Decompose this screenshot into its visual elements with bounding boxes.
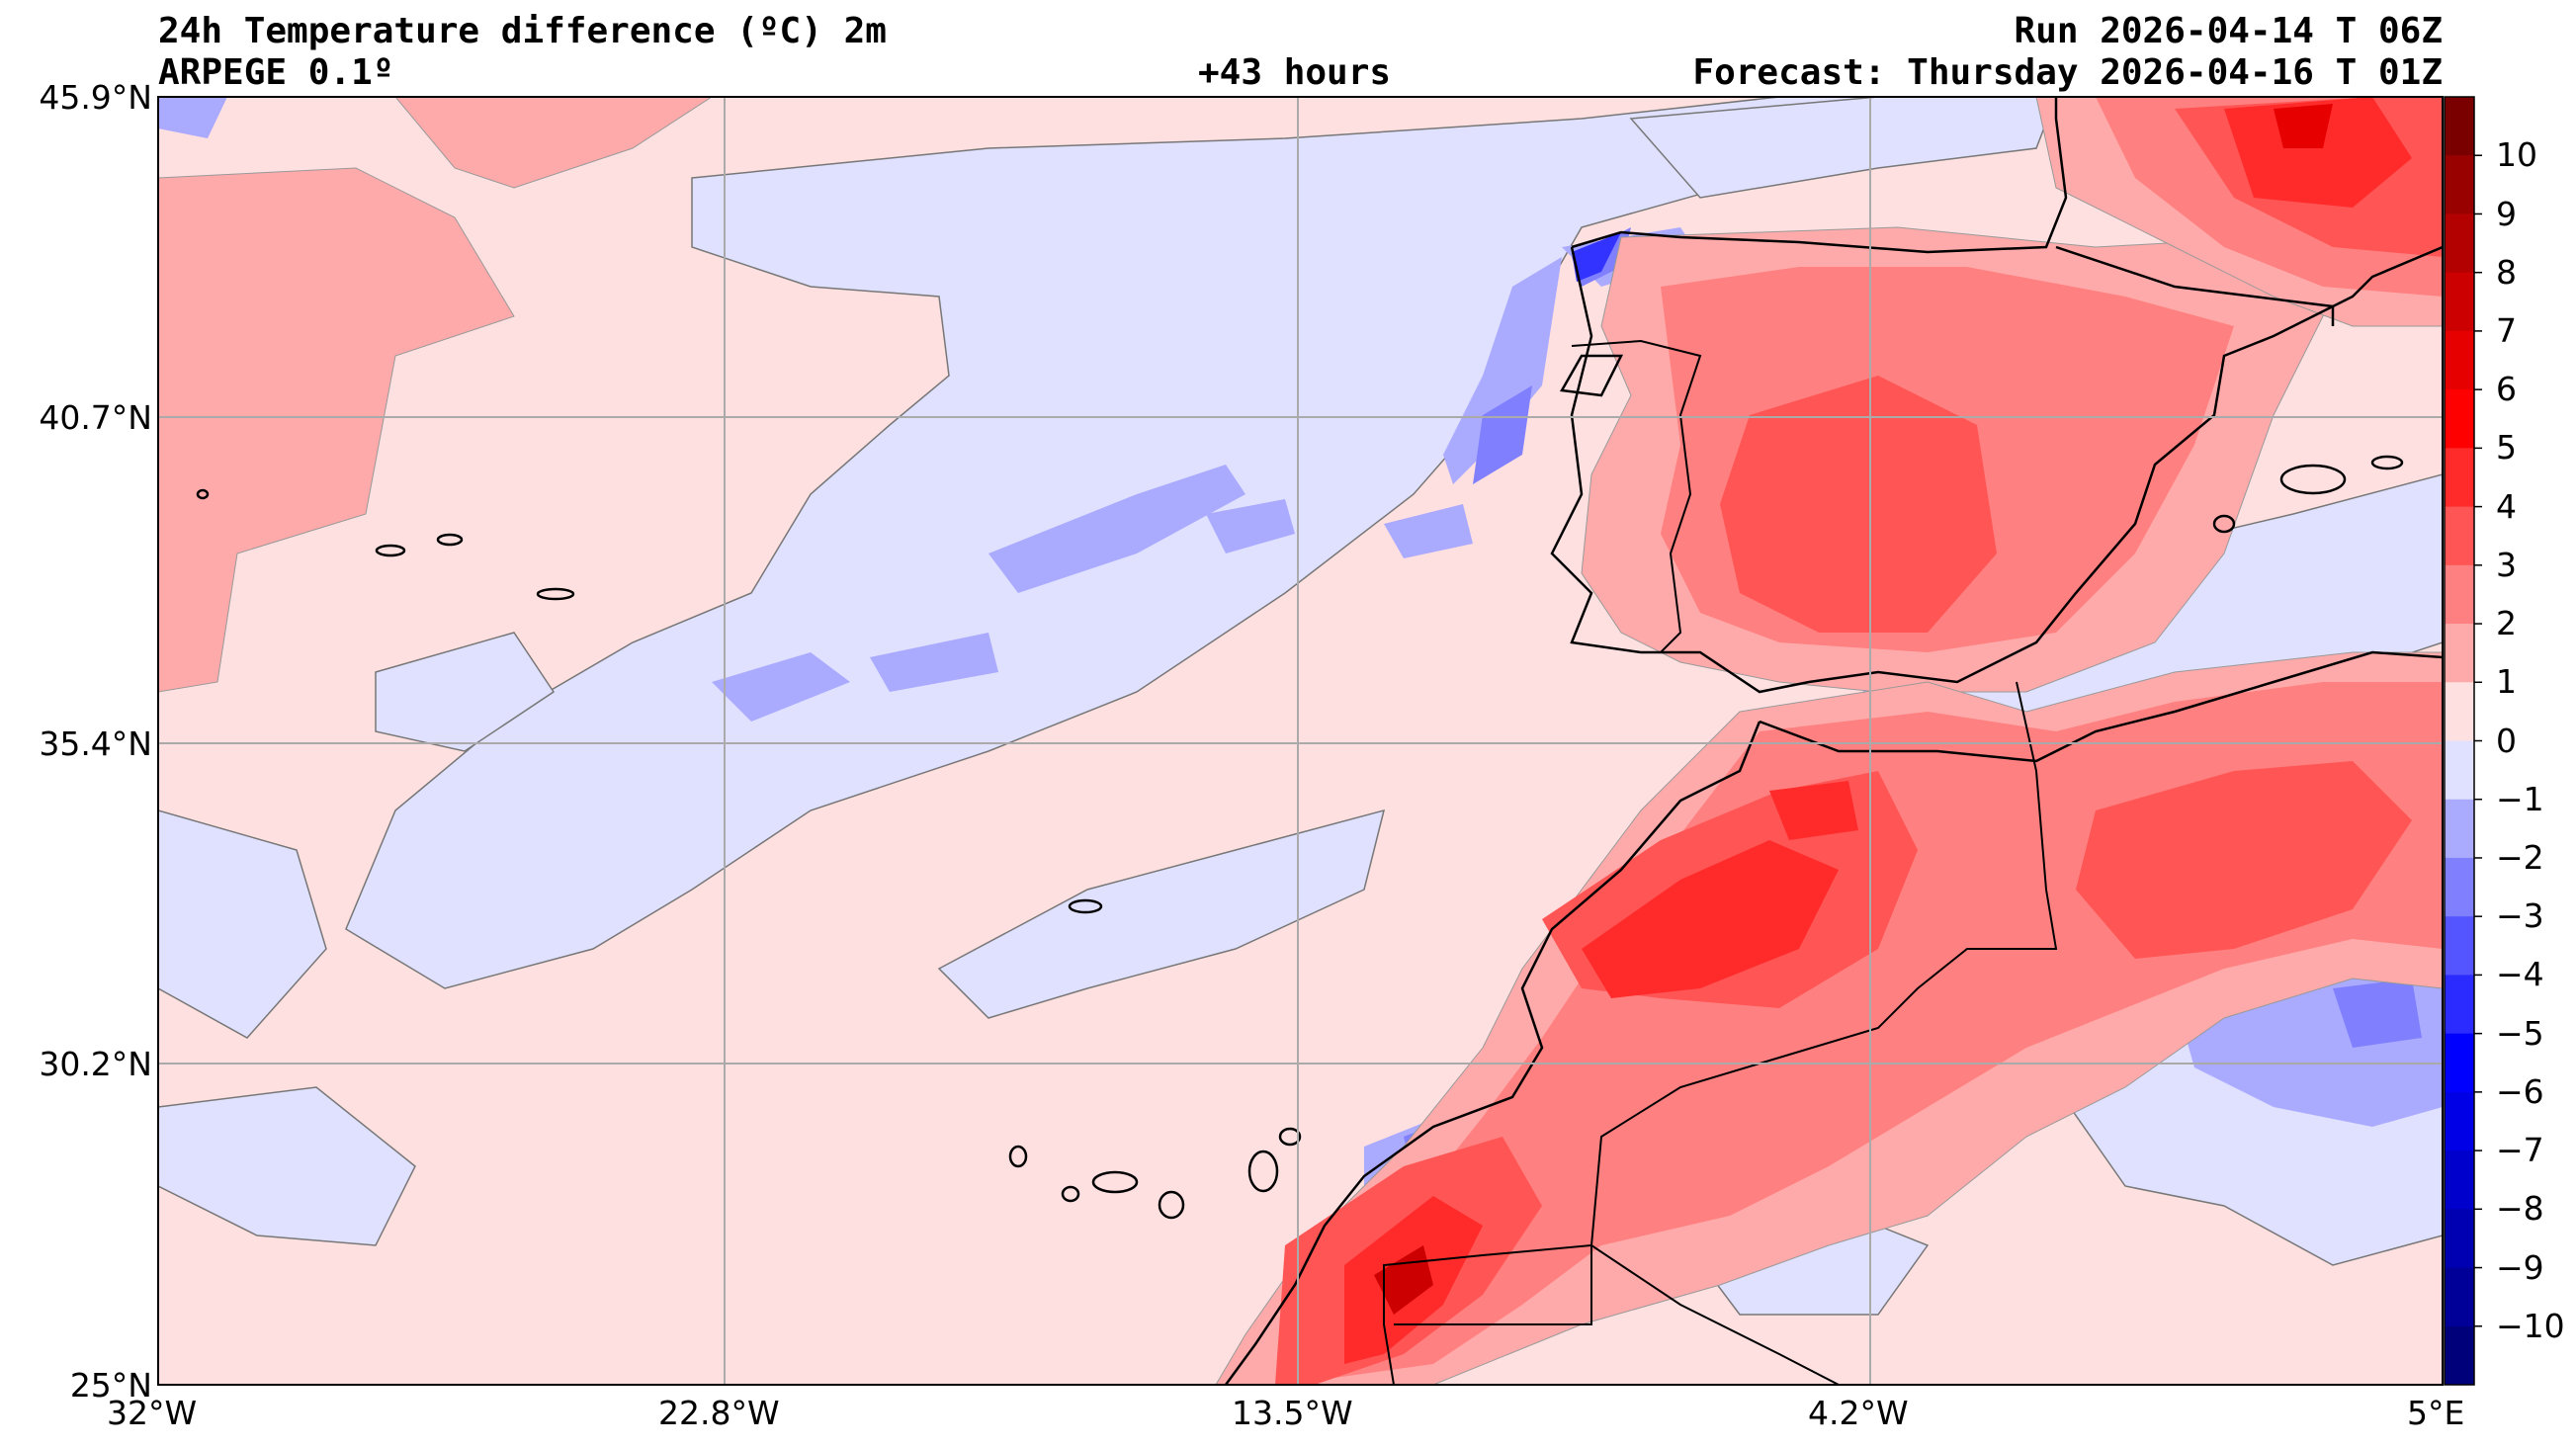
colorbar-tick-label: −5 — [2496, 1013, 2544, 1053]
colorbar-tick-label: −3 — [2496, 896, 2544, 936]
colorbar-frame — [2444, 96, 2475, 1386]
lead-time-label: +43 hours — [1198, 52, 1392, 93]
colorbar-tick-label: −7 — [2496, 1131, 2544, 1170]
colorbar-tick-label: −9 — [2496, 1247, 2544, 1287]
colorbar-bin — [2445, 448, 2474, 508]
country-borders — [1383, 339, 2058, 1385]
islands — [196, 455, 2404, 1220]
colorbar-bin — [2445, 213, 2474, 274]
lat-tick-label: 25°N — [69, 1366, 152, 1405]
colorbar-bin — [2445, 740, 2474, 801]
colorbar-bin — [2445, 799, 2474, 859]
map-title: 24h Temperature difference (ºC) 2m — [158, 11, 887, 51]
colorbar-tick-label: −4 — [2496, 955, 2544, 994]
colorbar-tick-label: 3 — [2496, 545, 2517, 584]
lon-tick-label: 22.8°W — [658, 1394, 780, 1432]
colorbar-bin — [2445, 97, 2474, 156]
colorbar-tick-label: −2 — [2496, 838, 2544, 877]
colorbar-bin — [2445, 389, 2474, 449]
colorbar-bin — [2445, 155, 2474, 214]
model-label: ARPEGE 0.1º — [158, 52, 394, 93]
colorbar-bin — [2445, 272, 2474, 332]
colorbar-bin — [2445, 564, 2474, 625]
coastlines — [1224, 97, 2443, 1385]
colorbar-bin — [2445, 1325, 2474, 1386]
map-frame — [157, 96, 2444, 1386]
colorbar-tick-label: −6 — [2496, 1071, 2544, 1111]
cooling-3-5-region — [1572, 232, 1621, 282]
colorbar-bin — [2445, 1267, 2474, 1327]
colorbar-tick-label: 0 — [2496, 721, 2517, 760]
colorbar-bin — [2445, 506, 2474, 566]
lon-tick-label: 32°W — [107, 1394, 198, 1432]
colorbar-tick-label: −10 — [2496, 1306, 2565, 1345]
lon-tick-label: 4.2°W — [1808, 1394, 1909, 1432]
colorbar-bin — [2445, 624, 2474, 683]
colorbar-tick-label: 10 — [2496, 135, 2537, 175]
colorbar-tick-label: 1 — [2496, 662, 2517, 702]
colorbar-bin — [2445, 330, 2474, 390]
colorbar-tick-label: 6 — [2496, 370, 2517, 409]
graticule — [158, 97, 2443, 1385]
colorbar-bin — [2445, 1150, 2474, 1210]
colorbar-bin — [2445, 1091, 2474, 1151]
lat-tick-label: 35.4°N — [39, 724, 152, 763]
colorbar-tick-label: 5 — [2496, 428, 2517, 468]
colorbar-tick-label: 7 — [2496, 310, 2517, 350]
colorbar-tick-label: 8 — [2496, 252, 2517, 292]
colorbar-tick-label: −8 — [2496, 1189, 2544, 1229]
forecast-label: Forecast: Thursday 2026-04-16 T 01Z — [1692, 52, 2443, 93]
colorbar — [2445, 97, 2482, 1386]
warming-5-6-region — [2274, 104, 2333, 148]
colorbar-tick-label: 4 — [2496, 486, 2517, 526]
colorbar-bin — [2445, 975, 2474, 1035]
lat-tick-label: 40.7°N — [39, 398, 152, 437]
lon-tick-label: 5°E — [2407, 1394, 2465, 1432]
map-area — [158, 97, 2443, 1385]
colorbar-bin — [2445, 682, 2474, 741]
run-label: Run 2026-04-14 T 06Z — [2014, 11, 2443, 51]
lat-tick-label: 45.9°N — [39, 78, 152, 117]
colorbar-bin — [2445, 916, 2474, 976]
lon-tick-label: 13.5°W — [1232, 1394, 1353, 1432]
colorbar-tick-label: 9 — [2496, 194, 2517, 233]
colorbar-tick-label: 2 — [2496, 604, 2517, 642]
colorbar-tick-label: −1 — [2496, 779, 2544, 818]
lat-tick-label: 30.2°N — [39, 1045, 152, 1083]
colorbar-bin — [2445, 857, 2474, 917]
colorbar-bin — [2445, 1209, 2474, 1269]
colorbar-bin — [2445, 1033, 2474, 1093]
